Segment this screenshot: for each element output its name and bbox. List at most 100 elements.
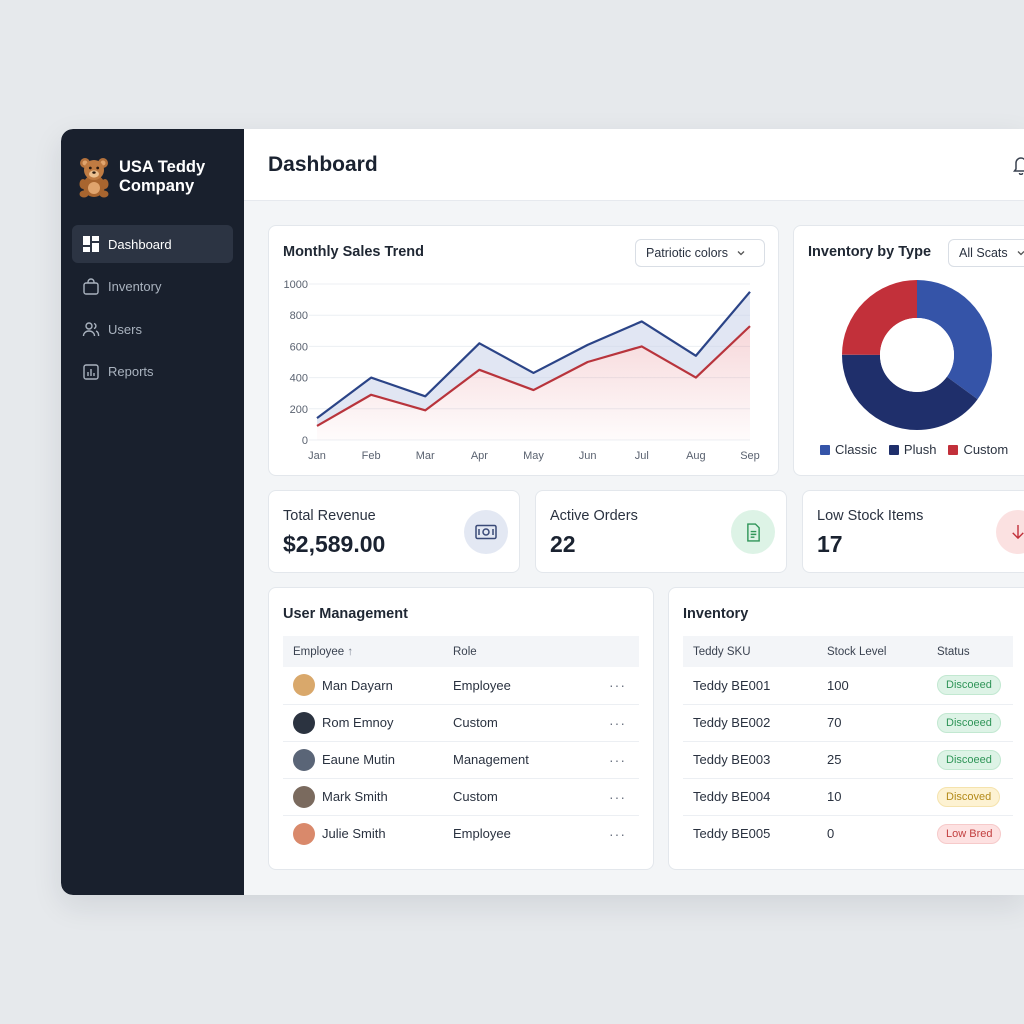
sidebar-item-dashboard[interactable]: Dashboard (72, 225, 233, 263)
color-scheme-select[interactable]: Patriotic colors (635, 239, 765, 267)
chevron-down-icon (737, 251, 745, 256)
role-column-header[interactable]: Role (443, 636, 599, 667)
avatar (293, 822, 315, 845)
donut-slice-custom[interactable] (842, 280, 992, 430)
employee-column-label: Employee (293, 645, 345, 658)
y-tick-label: 200 (290, 404, 308, 416)
sku-column-header[interactable]: Teddy SKU (683, 636, 817, 667)
inventory-table-title: Inventory (683, 606, 749, 622)
y-tick-label: 400 (290, 373, 308, 385)
sort-arrow-up-icon[interactable]: ↑ (347, 645, 354, 658)
chevron-down-icon (1017, 251, 1024, 256)
more-options-icon[interactable]: ··· (609, 677, 626, 694)
table-row[interactable]: Teddy BE004 10 Discoved (683, 778, 1013, 816)
avatar (293, 748, 315, 771)
legend-swatch (948, 445, 959, 455)
table-row[interactable]: Teddy BE001 100 Discoeed (683, 667, 1013, 705)
table-row[interactable]: Teddy BE002 70 Discoeed (683, 704, 1013, 742)
inventory-table-card: Inventory Teddy SKU Stock Level Status T… (668, 587, 1024, 870)
category-select[interactable]: All Scats (948, 239, 1024, 267)
inventory-type-title: Inventory by Type (808, 244, 932, 260)
active-orders-card[interactable]: Active Orders 22 (535, 490, 787, 573)
series-line-1 (316, 291, 751, 420)
bell-icon[interactable] (1012, 155, 1024, 175)
total-revenue-label: Total Revenue (283, 508, 376, 524)
stock-column-header[interactable]: Stock Level (817, 636, 927, 667)
more-options-icon[interactable]: ··· (609, 751, 626, 768)
avatar (293, 785, 315, 808)
status-column-header[interactable]: Status (927, 636, 1013, 667)
table-row[interactable]: Mark Smith Custom ··· (283, 778, 639, 816)
users-icon (82, 322, 100, 337)
money-icon (464, 510, 508, 554)
app-window: USA Teddy Company Dashboard Inventory Us… (61, 129, 1024, 895)
table-row[interactable]: Rom Emnoy Custom ··· (283, 704, 639, 742)
y-tick-label: 0 (302, 435, 308, 447)
sidebar-item-inventory[interactable]: Inventory (72, 268, 233, 306)
legend-label: Custom (963, 442, 1009, 457)
status-badge: Low Bred (937, 823, 1002, 844)
legend-item-classic: Classic (820, 442, 877, 457)
avatar (293, 711, 315, 734)
table-row[interactable]: Julie Smith Employee ··· (283, 815, 639, 852)
bag-icon (83, 277, 99, 295)
sku-cell: Teddy BE003 (683, 741, 817, 779)
reports-icon (83, 363, 99, 380)
y-tick-label: 1000 (284, 279, 308, 291)
color-scheme-select-value: Patriotic colors (646, 246, 728, 260)
brand[interactable]: USA Teddy Company (61, 129, 244, 201)
sidebar-nav: Dashboard Inventory Users Reports (61, 225, 244, 391)
employee-name: Mark Smith (322, 789, 388, 804)
brand-name-line2: Company (119, 176, 195, 195)
sidebar-item-label: Reports (108, 364, 154, 379)
sidebar: USA Teddy Company Dashboard Inventory Us… (61, 129, 244, 895)
main-content: Dashboard Monthly Sales Trend Patriotic … (244, 129, 1024, 895)
sku-cell: Teddy BE005 (693, 826, 771, 842)
user-management-title: User Management (283, 606, 408, 622)
table-row[interactable]: Man Dayarn Employee ··· (283, 667, 639, 705)
x-tick-label: May (523, 450, 544, 462)
sku-cell: Teddy BE001 (683, 667, 817, 705)
sku-cell: Teddy BE002 (683, 704, 817, 742)
stock-cell: 0 (827, 826, 835, 842)
donut-legend: Classic Plush Custom (820, 442, 1008, 457)
legend-swatch (888, 445, 899, 455)
user-table-header: Employee ↑ Role (283, 636, 639, 667)
status-badge: Discoved (937, 786, 1001, 807)
employee-column-header[interactable]: Employee ↑ (283, 636, 443, 667)
inventory-table: Teddy SKU Stock Level Status Teddy BE001… (683, 636, 1013, 852)
table-row[interactable]: Teddy BE003 25 Discoeed (683, 741, 1013, 779)
x-tick-label: Jul (635, 450, 649, 462)
series-area (317, 326, 750, 440)
role-cell: Custom (443, 704, 599, 742)
sidebar-item-label: Dashboard (108, 236, 172, 252)
total-revenue-card[interactable]: Total Revenue $2,589.00 (268, 490, 520, 573)
sidebar-item-label: Inventory (108, 279, 162, 294)
more-options-icon[interactable]: ··· (609, 788, 626, 805)
x-tick-label: Jun (579, 450, 597, 462)
status-badge: Discoeed (937, 675, 1001, 696)
donut-slice-plush[interactable] (842, 280, 992, 430)
arrow-down-icon (996, 510, 1024, 554)
y-tick-label: 600 (290, 341, 308, 353)
page-header: Dashboard (244, 129, 1024, 201)
user-management-card: User Management Employee ↑ Role Man Daya… (268, 587, 654, 870)
table-row[interactable]: Teddy BE005 0 Low Bred (683, 815, 1013, 852)
x-tick-label: Mar (416, 450, 435, 462)
total-revenue-value: $2,589.00 (283, 531, 386, 557)
legend-label: Plush (903, 442, 937, 457)
y-tick-label: 800 (290, 310, 308, 322)
employee-cell: Man Dayarn (293, 674, 443, 697)
low-stock-card[interactable]: Low Stock Items 17 (802, 490, 1024, 573)
brand-name-line1: USA Teddy (119, 157, 206, 176)
legend-item-plush: Plush (888, 442, 937, 457)
more-options-icon[interactable]: ··· (609, 825, 626, 842)
sidebar-item-users[interactable]: Users (72, 310, 233, 348)
more-options-icon[interactable]: ··· (609, 714, 626, 731)
donut-hole (880, 318, 954, 392)
sales-line-chart: 0 200 400 600 800 1000 Jan Feb Mar Apr May Jun Jul Au… (284, 279, 760, 462)
table-row[interactable]: Eaune Mutin Management ··· (283, 741, 639, 779)
sidebar-item-reports[interactable]: Reports (72, 353, 233, 391)
inventory-type-card: Inventory by Type All Scats Classic Plus… (793, 225, 1024, 476)
inventory-table-header: Teddy SKU Stock Level Status (683, 636, 1013, 667)
